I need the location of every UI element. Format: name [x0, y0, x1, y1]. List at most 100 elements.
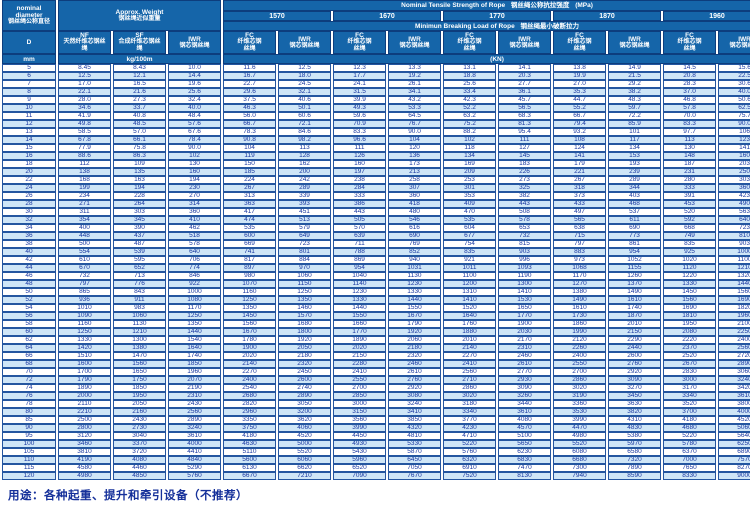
breaking-load-cell: 1690: [718, 296, 750, 304]
breaking-load-cell: 136: [388, 152, 442, 160]
breaking-load-cell: 2430: [113, 416, 166, 424]
header-fc-1870: FC 纤维芯钢丝绳: [553, 31, 607, 54]
breaking-load-cell: 884: [278, 256, 332, 264]
wire-rope-spec-table: nominal diameter 钢丝绳公称直径 Approx. Weight …: [0, 0, 750, 480]
breaking-load-cell: 2960: [223, 408, 277, 416]
breaking-load-cell: 64.5: [388, 112, 442, 120]
breaking-load-cell: 2450: [278, 368, 332, 376]
tensile-strength-zh: 钢丝绳公称抗拉强度: [510, 2, 570, 9]
strength-1870: 1870: [553, 11, 662, 21]
breaking-load-cell: 16.7: [223, 72, 277, 80]
breaking-load-cell: 3090: [608, 376, 662, 384]
breaking-load-cell: 40.0: [718, 88, 750, 96]
breaking-load-cell: 1550: [333, 312, 387, 320]
breaking-load-cell: 5330: [388, 440, 442, 448]
diameter-cell: 120: [2, 472, 56, 480]
breaking-load-cell: 448: [58, 232, 111, 240]
breaking-load-cell: 40.8: [113, 112, 166, 120]
breaking-load-cell: 56.5: [498, 104, 552, 112]
breaking-load-cell: 468: [608, 200, 662, 208]
breaking-load-cell: 1470: [113, 352, 166, 360]
breaking-load-cell: 179: [553, 160, 607, 168]
breaking-load-cell: 3750: [223, 424, 277, 432]
breaking-load-cell: 713: [113, 272, 166, 280]
strength-1770: 1770: [443, 11, 552, 21]
breaking-load-cell: 226: [498, 168, 552, 176]
table-row: 16 88.6 86.3 102 119 128 126 136 134 145 141 153 148…: [2, 152, 750, 160]
breaking-load-cell: 1700: [58, 368, 111, 376]
breaking-load-cell: 3630: [608, 400, 662, 408]
breaking-load-cell: 90.0: [718, 120, 750, 128]
breaking-load-cell: 28.0: [58, 96, 111, 104]
breaking-load-cell: 2720: [718, 352, 750, 360]
breaking-load-cell: 1000: [168, 288, 222, 296]
breaking-load-cell: 513: [278, 216, 332, 224]
breaking-load-cell: 8.43: [113, 64, 166, 72]
breaking-load-cell: 611: [608, 216, 662, 224]
breaking-load-cell: 1160: [223, 288, 277, 296]
breaking-load-cell: 500: [58, 240, 111, 248]
breaking-load-cell: 2400: [553, 352, 607, 360]
breaking-load-cell: 17.7: [333, 72, 387, 80]
breaking-load-cell: 117: [608, 136, 662, 144]
breaking-load-cell: 443: [498, 200, 552, 208]
strength-1960: 1960: [663, 11, 750, 21]
breaking-load-cell: 1300: [113, 336, 166, 344]
breaking-load-cell: 43.2: [388, 96, 442, 104]
breaking-load-cell: 1920: [278, 336, 332, 344]
breaking-load-cell: 1550: [388, 304, 442, 312]
breaking-load-cell: 50.6: [718, 96, 750, 104]
breaking-load-cell: 98.2: [278, 136, 332, 144]
breaking-load-cell: 162: [278, 160, 332, 168]
breaking-load-cell: 3040: [113, 432, 166, 440]
breaking-load-cell: 769: [388, 240, 442, 248]
breaking-load-cell: 1011: [443, 264, 497, 272]
breaking-load-cell: 7470: [498, 464, 552, 472]
breaking-load-cell: 2760: [608, 360, 662, 368]
breaking-load-cell: 57.0: [113, 128, 166, 136]
breaking-load-cell: 3530: [553, 408, 607, 416]
breaking-load-cell: 1560: [718, 288, 750, 296]
breaking-load-cell: 3200: [278, 408, 332, 416]
breaking-load-cell: 6450: [388, 456, 442, 464]
diameter-cell: 78: [2, 400, 56, 408]
breaking-load-cell: 7090: [333, 472, 387, 480]
breaking-load-cell: 1140: [333, 280, 387, 288]
breaking-load-cell: 2050: [278, 344, 332, 352]
breaking-load-cell: 5290: [168, 464, 222, 472]
breaking-load-cell: 2070: [168, 376, 222, 384]
breaking-load-cell: 1640: [168, 344, 222, 352]
breaking-load-cell: 954: [333, 264, 387, 272]
diameter-cell: 115: [2, 464, 56, 472]
breaking-load-cell: 4520: [278, 432, 332, 440]
breaking-load-cell: 1990: [553, 328, 607, 336]
breaking-load-cell: 4000: [718, 408, 750, 416]
breaking-load-cell: 653: [498, 224, 552, 232]
table-row: 40 554 539 640 741 801 788 852 835 903 883 954 925 10…: [2, 248, 750, 256]
diameter-cell: 66: [2, 352, 56, 360]
breaking-load-cell: 1960: [168, 368, 222, 376]
breaking-load-cell: 3050: [278, 400, 332, 408]
breaking-load-cell: 1870: [608, 312, 662, 320]
diameter-cell: 18: [2, 160, 56, 168]
breaking-load-cell: 4470: [553, 424, 607, 432]
breaking-load-cell: 940: [388, 256, 442, 264]
breaking-load-cell: 1330: [663, 280, 717, 288]
breaking-load-cell: 418: [388, 200, 442, 208]
breaking-load-cell: 3270: [608, 384, 662, 392]
breaking-load-cell: 2770: [498, 368, 552, 376]
diameter-cell: 20: [2, 168, 56, 176]
diameter-cell: 12: [2, 120, 56, 128]
breaking-load-cell: 353: [443, 192, 497, 200]
breaking-load-cell: 640: [718, 216, 750, 224]
breaking-load-cell: 3350: [223, 416, 277, 424]
breaking-load-cell: 264: [113, 200, 166, 208]
breaking-load-cell: 67.6: [168, 128, 222, 136]
breaking-load-cell: 3990: [553, 416, 607, 424]
breaking-load-cell: 1250: [168, 312, 222, 320]
breaking-load-cell: 1052: [608, 256, 662, 264]
breaking-load-cell: 996: [498, 256, 552, 264]
breaking-load-cell: 1170: [553, 272, 607, 280]
breaking-load-cell: 1900: [498, 320, 552, 328]
breaking-load-cell: 93.2: [553, 128, 607, 136]
